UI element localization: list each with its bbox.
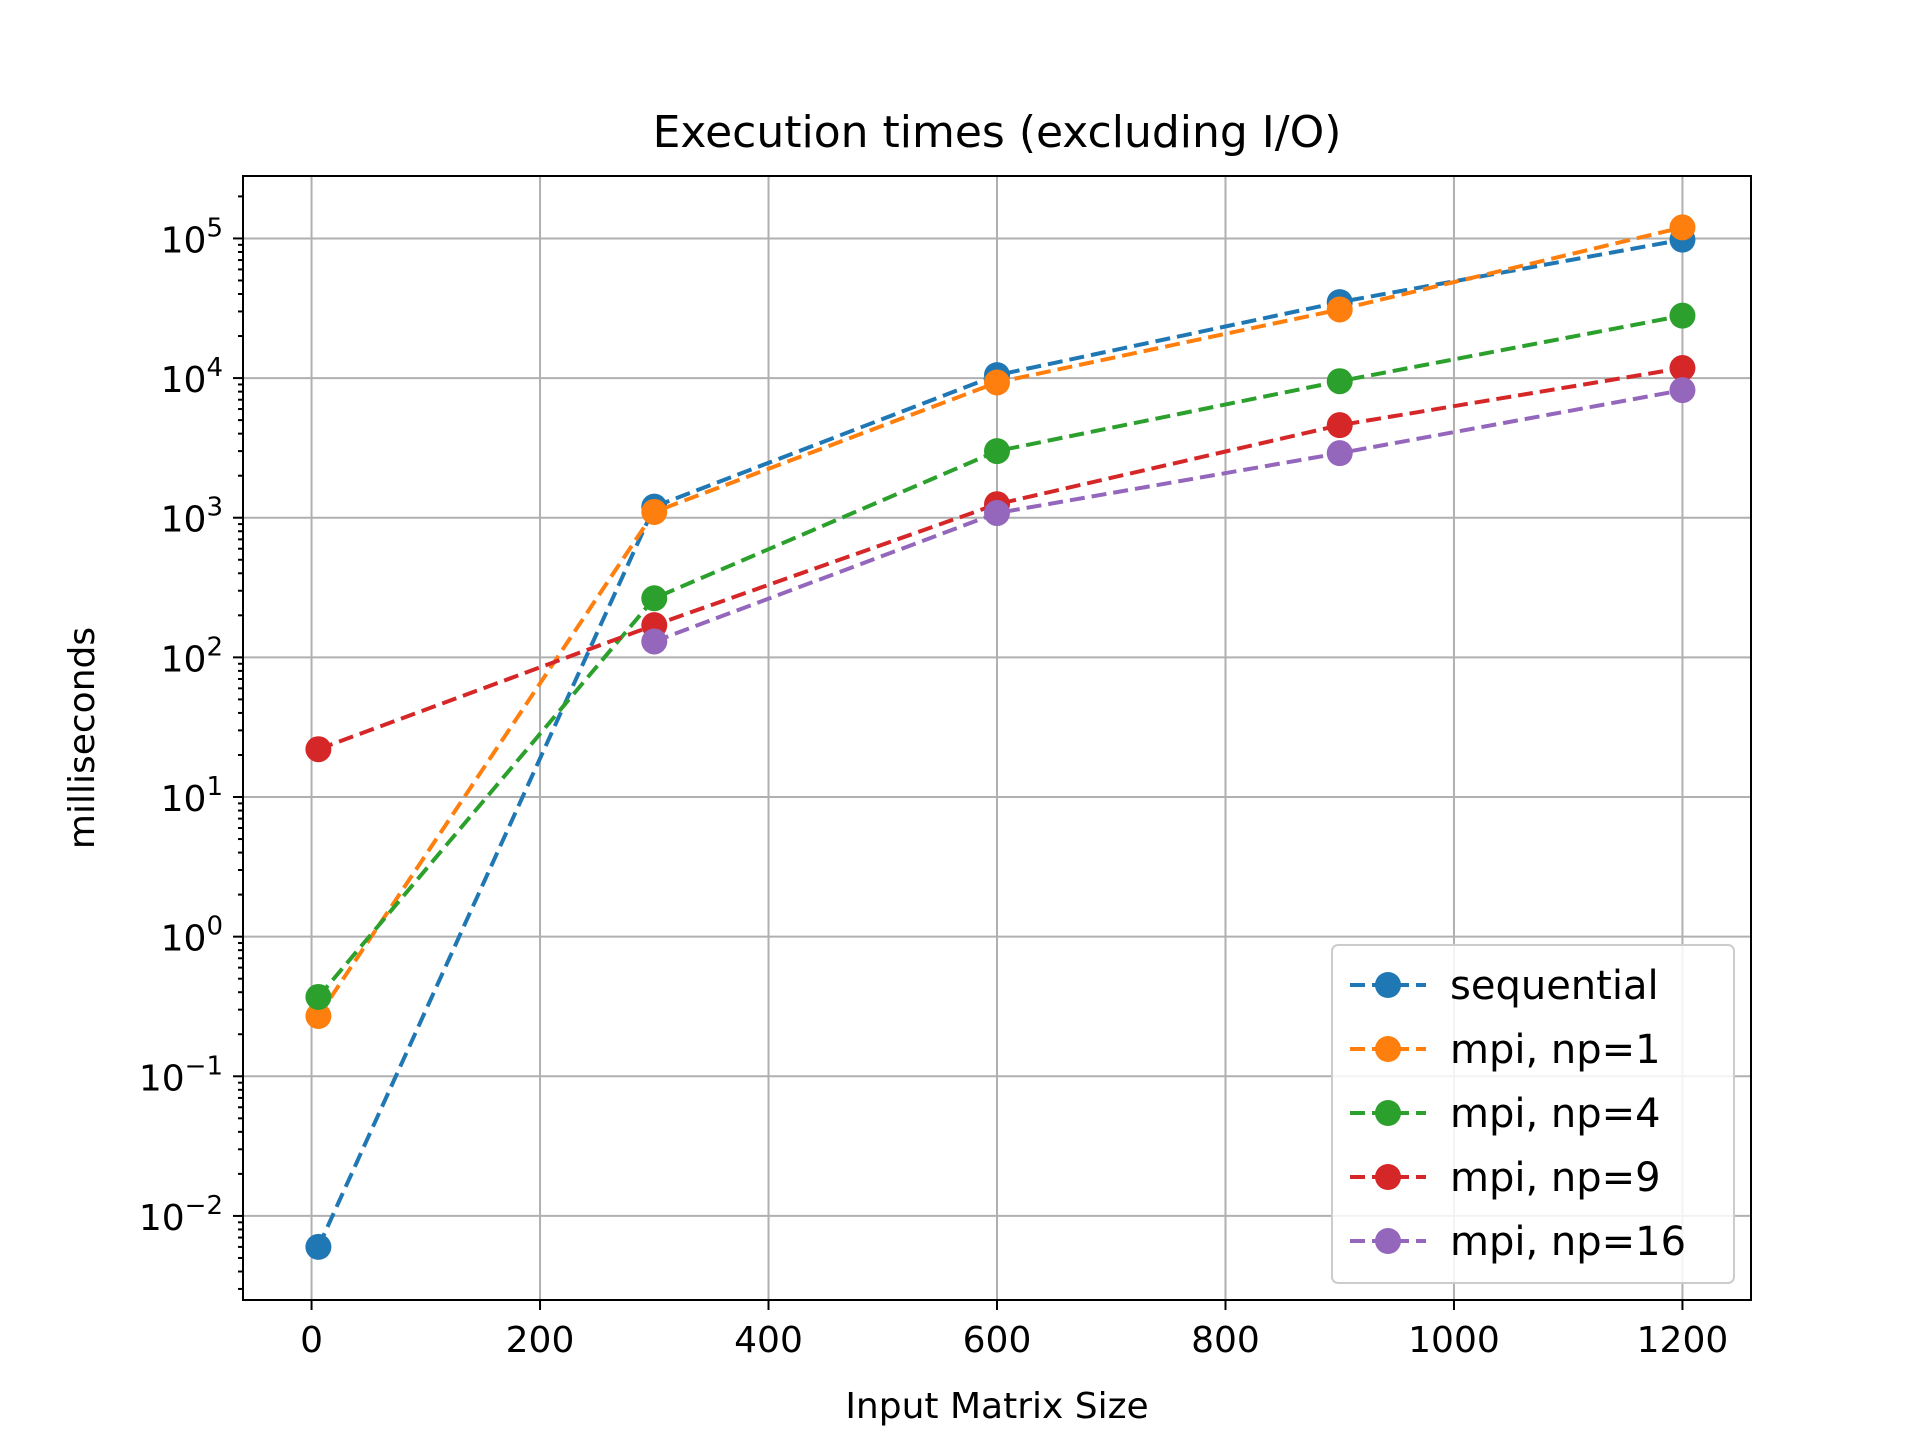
data-point <box>305 1003 332 1030</box>
axis-ticks: 0 200 400 600 800 1000 1200 10−2 10−1 100 101 102 10… <box>139 195 1729 1361</box>
y-tick-label: 105 <box>161 213 223 261</box>
data-point <box>1326 296 1353 323</box>
series-4 <box>641 377 1696 655</box>
legend: sequential mpi, np=1 mpi, np=4 mpi, np=9 mpi… <box>1331 944 1735 1284</box>
y-tick-label: 10−2 <box>139 1191 223 1239</box>
x-tick-label: 0 <box>300 1320 323 1361</box>
legend-box <box>1331 944 1735 1284</box>
data-point <box>641 498 668 525</box>
legend-swatch-marker <box>1375 1164 1401 1190</box>
data-point <box>1669 355 1696 382</box>
x-tick-label: 600 <box>963 1320 1032 1361</box>
data-point <box>984 438 1010 465</box>
legend-label: mpi, np=4 <box>1450 1091 1661 1137</box>
data-point <box>1669 302 1696 329</box>
y-axis-label: milliseconds <box>62 627 103 849</box>
x-tick-label: 800 <box>1191 1320 1260 1361</box>
legend-swatch-marker <box>1375 972 1401 998</box>
legend-label: mpi, np=9 <box>1450 1155 1661 1201</box>
legend-label: mpi, np=1 <box>1450 1027 1661 1073</box>
legend-label: sequential <box>1450 963 1659 1009</box>
legend-item: mpi, np=1 <box>1350 1027 1661 1073</box>
legend-item: mpi, np=4 <box>1350 1091 1661 1137</box>
y-tick-label: 101 <box>161 772 223 820</box>
data-point <box>305 736 332 763</box>
data-point <box>1326 412 1353 439</box>
series-2 <box>305 302 1696 1010</box>
y-tick-label: 100 <box>161 912 223 960</box>
data-point <box>641 585 668 612</box>
x-tick-label: 1000 <box>1408 1320 1500 1361</box>
series-line <box>316 225 1683 1018</box>
y-tick-label: 103 <box>161 493 223 541</box>
y-tick-label: 102 <box>161 632 223 680</box>
y-tick-label: 10−1 <box>139 1051 223 1099</box>
data-point <box>984 500 1010 527</box>
legend-item: mpi, np=16 <box>1350 1219 1686 1265</box>
data-point <box>305 983 332 1010</box>
series-3 <box>305 355 1696 763</box>
data-point <box>1326 440 1353 467</box>
legend-item: sequential <box>1350 963 1659 1009</box>
x-tick-label: 1200 <box>1637 1320 1729 1361</box>
series-line <box>317 366 1683 752</box>
y-tick-label: 104 <box>161 353 223 401</box>
legend-swatch-marker <box>1375 1228 1401 1254</box>
data-point <box>1669 214 1696 241</box>
data-point <box>1669 377 1696 404</box>
chart-title: Execution times (excluding I/O) <box>653 107 1342 158</box>
x-tick-label: 400 <box>734 1320 803 1361</box>
data-point <box>1326 368 1353 395</box>
legend-swatch-marker <box>1375 1100 1401 1126</box>
legend-swatch-marker <box>1375 1036 1401 1062</box>
series-line <box>316 313 1683 999</box>
data-point <box>984 369 1010 396</box>
series-1 <box>305 214 1696 1030</box>
series-line <box>653 388 1683 644</box>
series-layer <box>305 214 1696 1260</box>
x-tick-label: 200 <box>506 1320 575 1361</box>
data-point <box>641 628 668 655</box>
legend-item: mpi, np=9 <box>1350 1155 1661 1201</box>
legend-label: mpi, np=16 <box>1450 1219 1686 1265</box>
x-axis-label: Input Matrix Size <box>845 1386 1148 1427</box>
data-point <box>305 1233 332 1260</box>
